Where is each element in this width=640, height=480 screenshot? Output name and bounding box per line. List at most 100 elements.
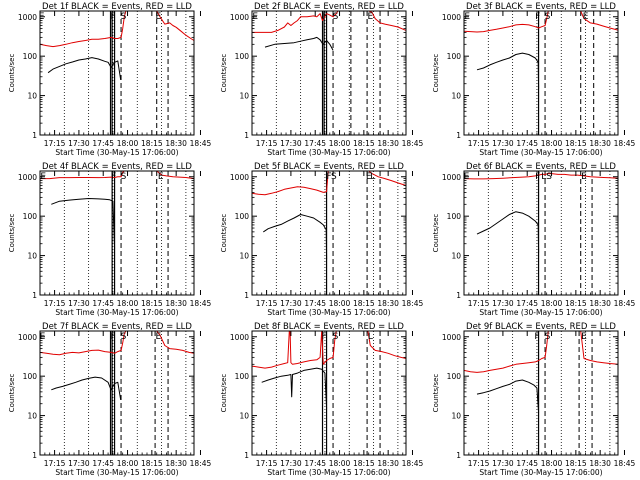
event-marker-label: F <box>322 12 327 22</box>
x-axis-label: Start Time (30-May-15 17:06:00) <box>267 148 390 157</box>
x-tick-label: 17:15 <box>468 459 490 468</box>
x-tick-label: 18:00 <box>541 459 563 468</box>
x-axis-label: Start Time (30-May-15 17:06:00) <box>479 308 602 317</box>
x-tick-label: 18:00 <box>541 299 563 308</box>
x-tick-label: 17:30 <box>68 459 90 468</box>
x-tick-label: 18:45 <box>190 139 212 148</box>
event-marker-label: E <box>155 332 161 342</box>
y-tick-label: 1000 <box>18 173 37 182</box>
series-line-events <box>47 57 122 80</box>
x-axis-label: Start Time (30-May-15 17:06:00) <box>267 308 390 317</box>
event-marker-label: F <box>534 332 539 342</box>
y-tick-label: 100 <box>447 52 462 61</box>
y-tick-label: 1000 <box>442 13 461 22</box>
x-axis-label: Start Time (30-May-15 17:06:00) <box>55 468 178 477</box>
x-tick-label: 18:15 <box>141 459 163 468</box>
event-marker-label: S <box>333 12 339 22</box>
series-line-lld <box>463 10 619 33</box>
event-marker-label: F <box>535 12 540 22</box>
x-tick-label: 18:00 <box>329 139 351 148</box>
y-tick-label: 1000 <box>230 333 249 342</box>
series-line-events <box>264 36 334 51</box>
x-tick-label: 17:45 <box>516 299 538 308</box>
x-tick-label: 18:30 <box>377 139 399 148</box>
event-marker-label: E <box>367 12 373 22</box>
x-tick-label: 18:30 <box>165 139 187 148</box>
y-tick-label: 1000 <box>18 13 37 22</box>
x-tick-label: 17:15 <box>44 299 66 308</box>
panel-title: Det 2f BLACK = Events, RED = LLD <box>254 2 404 12</box>
y-axis-label: Counts/sec <box>432 374 440 413</box>
x-tick-label: 18:45 <box>190 299 212 308</box>
event-marker-label: E <box>366 172 372 182</box>
x-tick-label: 18:00 <box>329 459 351 468</box>
y-tick-label: 100 <box>447 212 462 221</box>
x-tick-label: 17:45 <box>516 139 538 148</box>
y-tick-label: 1 <box>32 451 37 460</box>
y-axis-label: Counts/sec <box>8 54 16 93</box>
x-tick-label: 18:00 <box>329 299 351 308</box>
x-tick-label: 17:30 <box>492 299 514 308</box>
x-tick-label: 18:30 <box>165 299 187 308</box>
panel-det-8: Det 8f BLACK = Events, RED = LLD Start Ti… <box>220 322 424 477</box>
x-tick-label: 17:15 <box>256 299 278 308</box>
x-tick-label: 17:45 <box>516 459 538 468</box>
plot-frame <box>39 330 195 456</box>
series-line-lld <box>252 10 407 33</box>
y-axis-label: Counts/sec <box>432 54 440 93</box>
y-tick-label: 10 <box>239 92 249 101</box>
x-tick-label: 18:45 <box>402 299 424 308</box>
x-tick-label: 17:15 <box>468 299 490 308</box>
event-marker-label: E <box>581 172 587 182</box>
panel-title: Det 1f BLACK = Events, RED = LLD <box>42 2 192 12</box>
y-tick-label: 1000 <box>18 333 37 342</box>
panel-title: Det 6f BLACK = Events, RED = LLD <box>466 162 616 172</box>
plot-frame <box>251 170 407 296</box>
x-tick-label: 17:45 <box>92 299 114 308</box>
panel-det-4: Det 4f BLACK = Events, RED = LLD Start Ti… <box>8 162 212 317</box>
y-tick-label: 1000 <box>442 173 461 182</box>
x-tick-label: 18:45 <box>614 139 636 148</box>
series-line-lld <box>251 330 407 369</box>
y-tick-label: 10 <box>27 252 37 261</box>
x-tick-label: 18:15 <box>353 139 375 148</box>
y-tick-label: 10 <box>451 252 461 261</box>
x-tick-label: 17:30 <box>492 459 514 468</box>
event-marker-label: LS <box>541 172 552 182</box>
y-tick-label: 100 <box>23 372 38 381</box>
y-axis-label: Counts/sec <box>220 54 228 93</box>
x-axis-label: Start Time (30-May-15 17:06:00) <box>267 468 390 477</box>
x-tick-label: 18:00 <box>117 299 139 308</box>
y-tick-label: 1000 <box>230 13 249 22</box>
series-line-events <box>51 376 122 400</box>
x-tick-label: 18:15 <box>565 459 587 468</box>
x-axis-label: Start Time (30-May-15 17:06:00) <box>479 468 602 477</box>
x-axis-label: Start Time (30-May-15 17:06:00) <box>55 308 178 317</box>
x-tick-label: 17:30 <box>280 459 302 468</box>
series-line-events <box>263 214 328 260</box>
x-axis-label: Start Time (30-May-15 17:06:00) <box>479 148 602 157</box>
x-tick-label: 18:45 <box>614 459 636 468</box>
series-line-events <box>51 198 116 249</box>
event-marker-label: S <box>331 172 337 182</box>
y-tick-label: 1 <box>244 291 249 300</box>
event-marker-label: S <box>545 12 551 22</box>
x-tick-label: 18:30 <box>589 139 611 148</box>
x-axis-label: Start Time (30-May-15 17:06:00) <box>55 148 178 157</box>
y-tick-label: 10 <box>451 92 461 101</box>
panel-det-9: Det 9f BLACK = Events, RED = LLD Start Ti… <box>432 322 636 477</box>
x-tick-label: 18:00 <box>117 139 139 148</box>
y-tick-label: 1 <box>456 291 461 300</box>
x-tick-label: 18:45 <box>614 299 636 308</box>
y-tick-label: 100 <box>235 372 250 381</box>
y-tick-label: 100 <box>447 372 462 381</box>
series-line-lld <box>39 330 195 356</box>
panel-det-7: Det 7f BLACK = Events, RED = LLD Start Ti… <box>8 322 212 477</box>
y-tick-label: 10 <box>27 92 37 101</box>
y-tick-label: 100 <box>23 212 38 221</box>
x-tick-label: 18:30 <box>377 299 399 308</box>
x-tick-label: 18:00 <box>541 139 563 148</box>
x-tick-label: 17:15 <box>256 459 278 468</box>
x-tick-label: 17:15 <box>44 139 66 148</box>
